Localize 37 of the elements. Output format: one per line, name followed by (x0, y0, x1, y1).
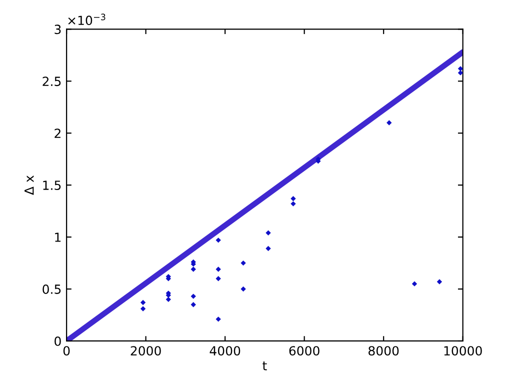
y-tick-label: 2 (54, 128, 60, 138)
point (458, 66, 463, 72)
point (290, 196, 296, 202)
point (140, 306, 146, 312)
point (216, 238, 221, 243)
x-tick-label: 2000 (130, 346, 161, 356)
point (140, 300, 146, 306)
point (240, 260, 246, 266)
y-axis-title: Δ x (24, 176, 34, 195)
point (190, 302, 196, 308)
point (412, 281, 418, 286)
point (216, 266, 221, 272)
x-tick-label: 6000 (289, 346, 320, 356)
y-tick-label: 0 (54, 336, 61, 346)
y-tick-label: 0.5 (42, 284, 61, 294)
point (166, 296, 172, 302)
point (436, 279, 442, 284)
point (386, 120, 392, 126)
text: ×10$^{−3}$ (68, 14, 106, 26)
point (216, 276, 221, 282)
x-tick-label: 4000 (210, 346, 240, 356)
x-tick-label: 8000 (368, 346, 399, 356)
point (240, 286, 246, 292)
point (216, 316, 221, 322)
point (290, 201, 296, 206)
x-tick-label: 10000 (444, 346, 482, 356)
y-tick-label: 1.5 (43, 180, 61, 190)
y-tick-label: 2.5 (42, 76, 61, 86)
point (266, 230, 271, 236)
point (266, 246, 271, 252)
y-tick-label: 1 (55, 232, 61, 242)
point (458, 70, 463, 76)
y-tick-label: 3 (54, 24, 61, 34)
x-tick-label: 0 (63, 346, 70, 356)
point (190, 294, 196, 299)
x-axis-title: t (262, 361, 267, 370)
point (190, 266, 196, 272)
